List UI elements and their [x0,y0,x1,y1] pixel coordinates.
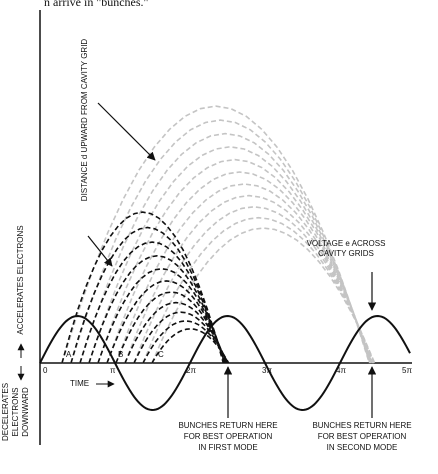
trajectory [151,328,230,364]
tick-label: 5π [402,366,412,375]
trajectory [61,105,371,364]
first-mode-note: FOR BEST OPERATION [184,432,273,441]
caption-fragment: n arrive in "bunches." [44,0,149,9]
point-label: C [158,350,164,359]
second-mode-note: FOR BEST OPERATION [318,432,407,441]
voltage-wave [39,314,411,412]
arrow [97,102,156,161]
point-label: A [66,350,72,359]
trajectory [97,267,227,364]
arrow [87,235,113,267]
trajectory [151,227,376,364]
trajectory [79,132,372,364]
tick-label: 2π [186,366,196,375]
tick-label: 4π [336,366,346,375]
trajectory [115,183,374,364]
decelerates-label: DOWNWARD [21,387,30,437]
trajectory [70,226,225,364]
trajectories [61,105,376,364]
point-label: B [118,350,123,359]
first-mode-note: BUNCHES RETURN HERE [178,421,277,430]
trajectory [115,291,228,364]
trajectory [142,216,375,364]
trajectory [124,194,374,364]
trajectory [106,171,373,364]
trajectory [133,205,375,364]
decelerates-label: DECELERATES [1,383,10,441]
first-mode-note: IN FIRST MODE [198,443,257,452]
accelerates-label: ACCELERATES ELECTRONS [16,225,25,334]
tick-label: 0 [43,366,48,375]
trajectory [61,211,225,364]
trajectory [97,158,373,364]
voltage-label: VOLTAGE e ACROSS [307,239,386,248]
second-mode-note: BUNCHES RETURN HERE [312,421,411,430]
trajectory [70,119,371,364]
distance-label: DISTANCE d UPWARD FROM CAVITY GRID [80,39,89,202]
voltage-label: CAVITY GRIDS [318,249,374,258]
trajectory [79,241,226,364]
trajectory [88,145,372,364]
tick-label: π [110,366,116,375]
trajectory [142,320,229,364]
decelerates-label: ELECTRONS [11,388,20,437]
trajectory [124,301,228,364]
trajectory [133,311,229,364]
tick-label: 3π [262,366,272,375]
time-label: TIME [70,379,89,388]
trajectory [88,254,226,364]
second-mode-note: IN SECOND MODE [327,443,398,452]
trajectory [106,280,227,364]
